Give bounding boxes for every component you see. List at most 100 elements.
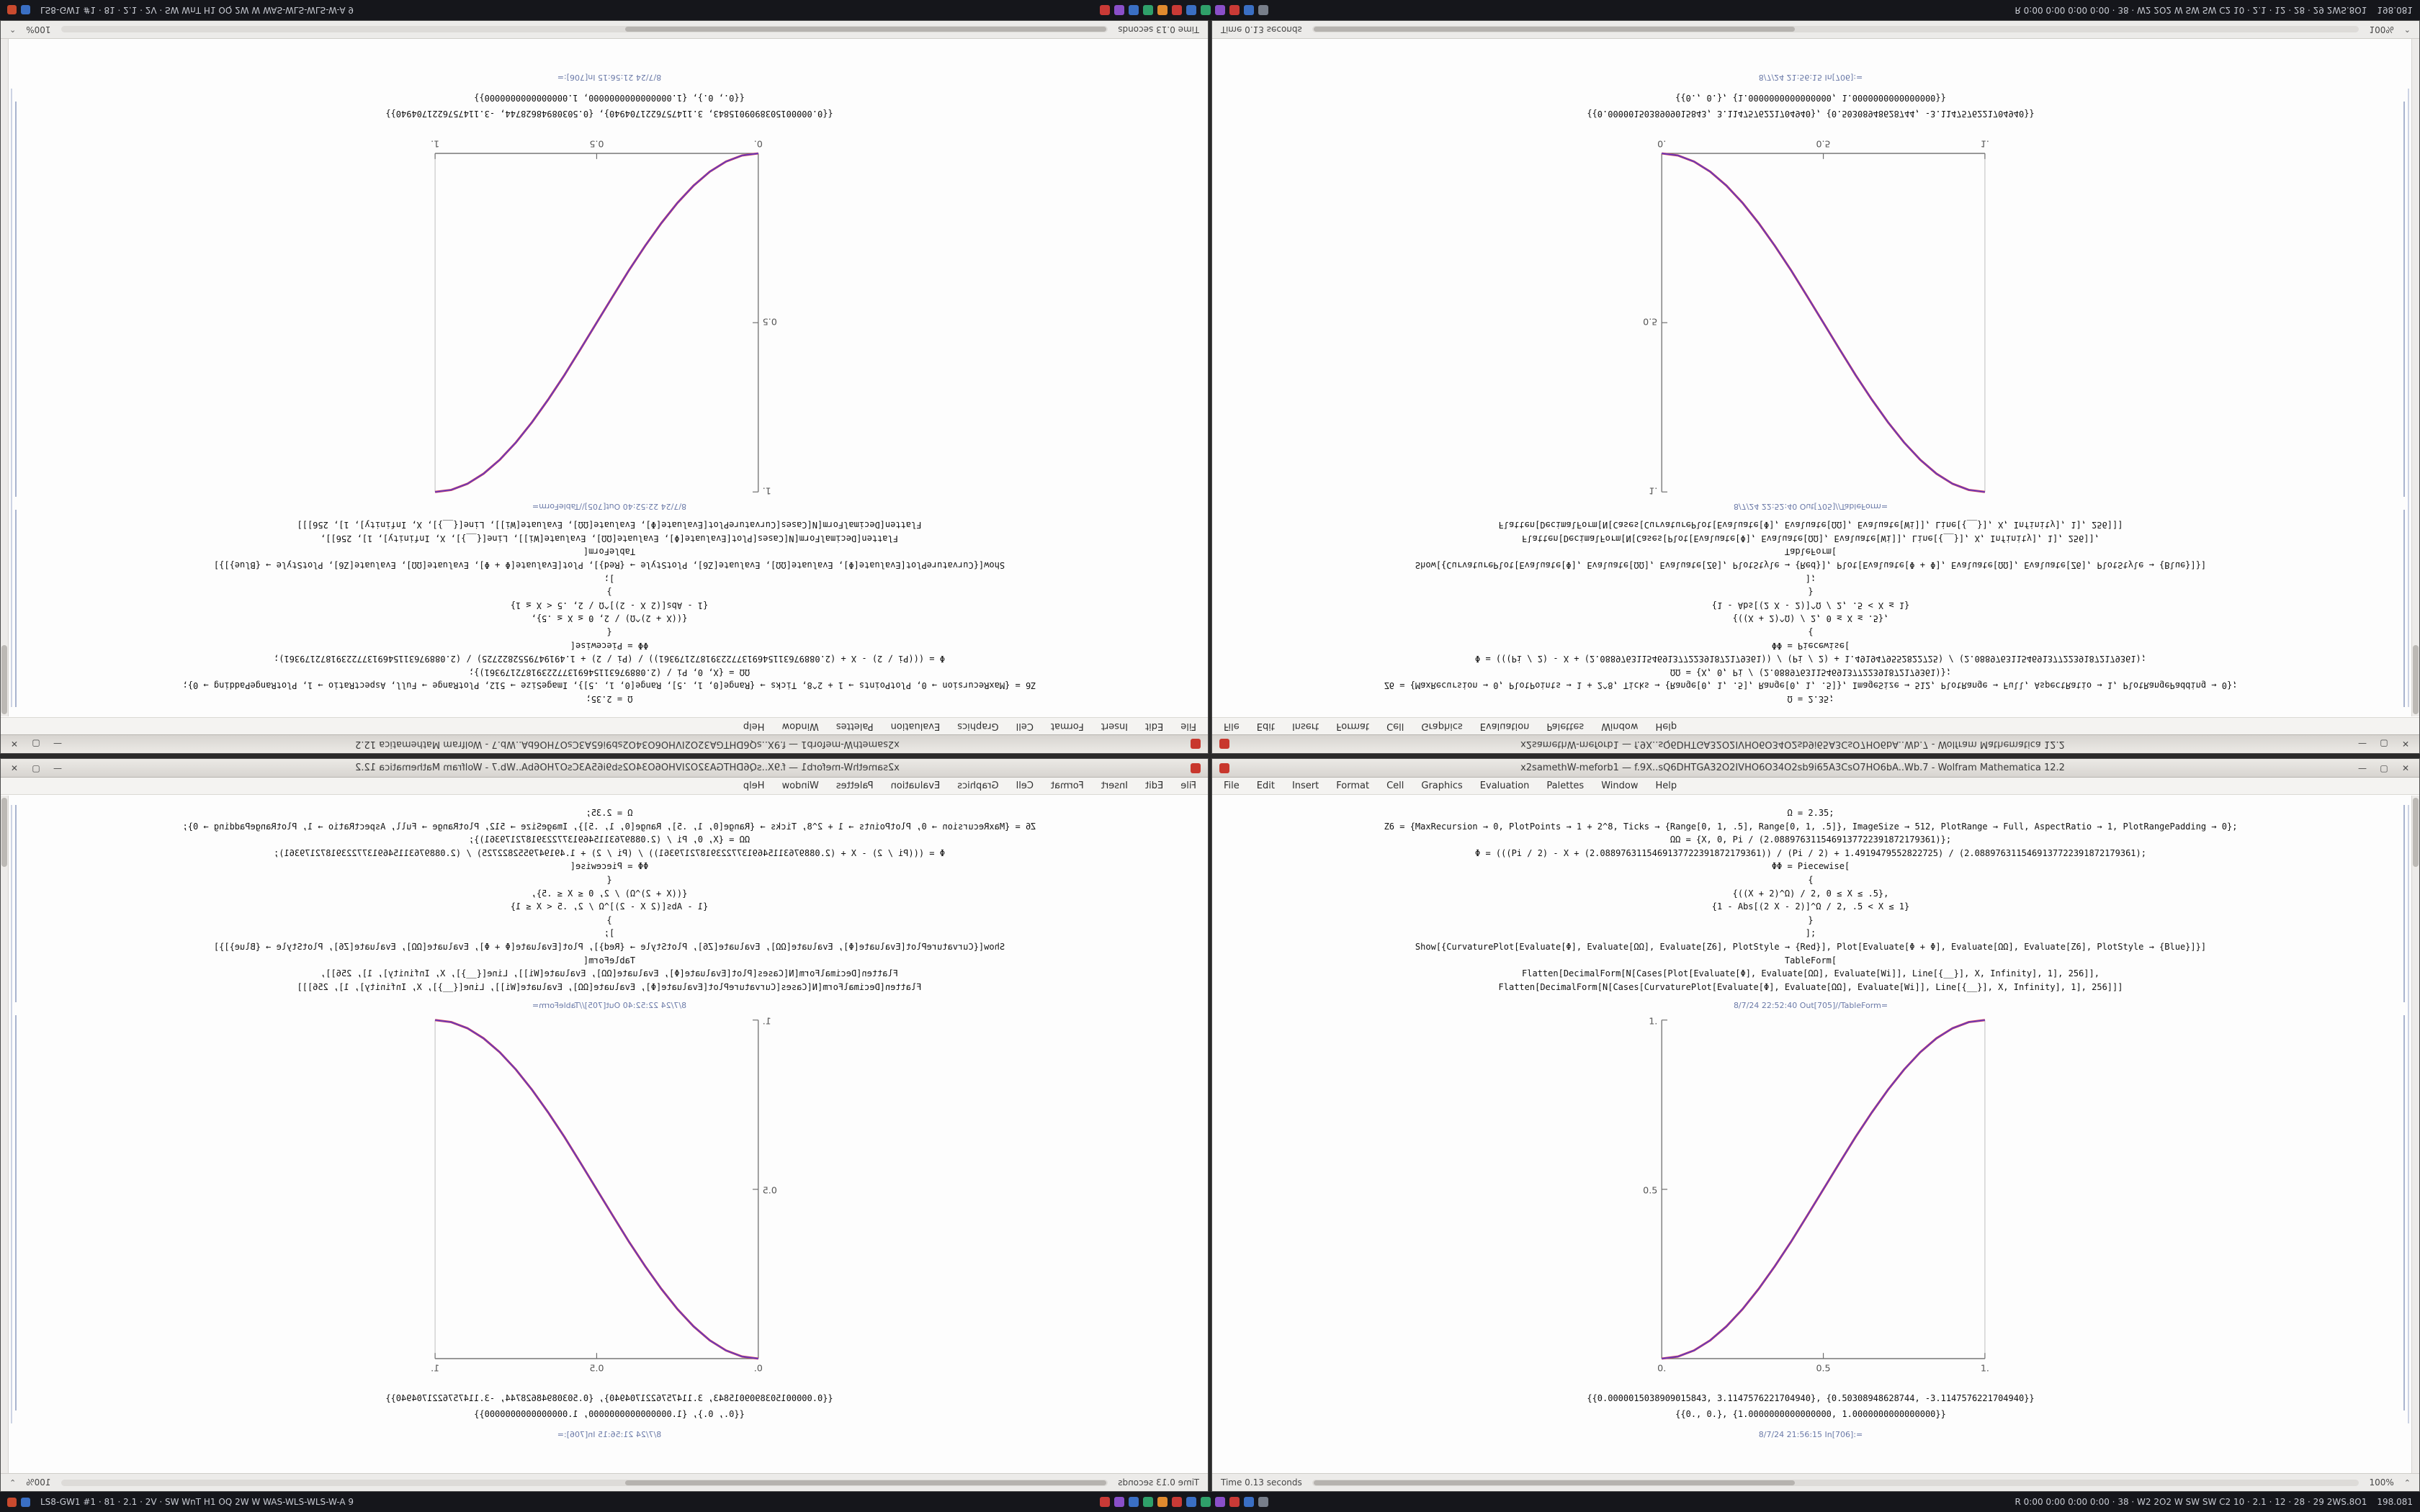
taskbar-app-icon-2[interactable] bbox=[1114, 1497, 1125, 1507]
input-cell[interactable]: Ω = 2.35; Z6 = {MaxRecursion → 0, PlotPoi… bbox=[35, 806, 1183, 994]
maximize-button[interactable]: ▢ bbox=[32, 762, 40, 773]
taskbar-app-icon-11[interactable] bbox=[1244, 1497, 1255, 1507]
menu-item[interactable]: Palettes bbox=[835, 721, 874, 732]
menu-item[interactable]: Graphics bbox=[957, 780, 999, 791]
vertical-scrollbar[interactable] bbox=[1, 796, 9, 1473]
chevron-up-icon[interactable]: ⌃ bbox=[2403, 24, 2411, 35]
menu-item[interactable]: Insert bbox=[1101, 721, 1129, 732]
menu-item[interactable]: Help bbox=[1655, 721, 1677, 732]
taskbar-app-icon-3[interactable] bbox=[1129, 5, 1139, 15]
taskbar-app-icon-4[interactable] bbox=[1143, 1497, 1154, 1507]
menu-item[interactable]: Cell bbox=[1016, 721, 1034, 732]
maximize-button[interactable]: ▢ bbox=[2380, 739, 2388, 750]
menu-item[interactable]: Help bbox=[743, 721, 765, 732]
taskbar-app-icon-3[interactable] bbox=[1129, 1497, 1139, 1507]
menu-item[interactable]: Cell bbox=[1016, 780, 1034, 791]
cell-brackets[interactable] bbox=[2401, 49, 2409, 707]
taskbar-app-icon-8[interactable] bbox=[1201, 1497, 1211, 1507]
workspace-icon[interactable] bbox=[21, 1497, 30, 1507]
window-titlebar[interactable]: x2samethW-meforb1 — f.9X..sQ6DHTGA32O2IV… bbox=[1212, 734, 2419, 753]
vertical-scrollbar[interactable] bbox=[2411, 796, 2419, 1473]
launcher-icon[interactable] bbox=[7, 5, 17, 15]
menu-item[interactable]: Graphics bbox=[1421, 721, 1463, 732]
taskbar-app-icon-9[interactable] bbox=[1215, 5, 1226, 15]
taskbar-app-icon-11[interactable] bbox=[1244, 5, 1255, 15]
close-button[interactable]: ✕ bbox=[10, 762, 19, 773]
taskbar-app-icon-6[interactable] bbox=[1172, 5, 1183, 15]
horizontal-scrollbar-thumb[interactable] bbox=[1313, 1480, 1796, 1485]
vertical-scrollbar-thumb[interactable] bbox=[1, 645, 7, 714]
menu-item[interactable]: Format bbox=[1050, 721, 1084, 732]
taskbar-app-icon-10[interactable] bbox=[1229, 1497, 1240, 1507]
menu-item[interactable]: Insert bbox=[1101, 780, 1129, 791]
menu-item[interactable]: Help bbox=[743, 780, 765, 791]
close-button[interactable]: ✕ bbox=[2401, 739, 2410, 750]
horizontal-scrollbar[interactable] bbox=[1312, 26, 2360, 33]
input-cell[interactable]: Ω = 2.35; Z6 = {MaxRecursion → 0, PlotPoi… bbox=[1237, 518, 2385, 706]
menu-item[interactable]: Graphics bbox=[957, 721, 999, 732]
taskbar-app-icon-8[interactable] bbox=[1201, 5, 1211, 15]
taskbar-app-icon-5[interactable] bbox=[1157, 5, 1168, 15]
window-titlebar[interactable]: x2samethW-meforb1 — f.9X..sQ6DHTGA32O2IV… bbox=[1, 734, 1208, 753]
menu-item[interactable]: File bbox=[1180, 780, 1196, 791]
taskbar-app-icon-7[interactable] bbox=[1186, 1497, 1197, 1507]
menu-item[interactable]: Cell bbox=[1386, 721, 1404, 732]
zoom-level[interactable]: 100% bbox=[2369, 1477, 2394, 1488]
horizontal-scrollbar-thumb[interactable] bbox=[1313, 27, 1796, 32]
menu-item[interactable]: Palettes bbox=[1546, 780, 1585, 791]
taskbar-app-icon-12[interactable] bbox=[1258, 5, 1269, 15]
menu-item[interactable]: Edit bbox=[1256, 780, 1275, 791]
vertical-scrollbar-thumb[interactable] bbox=[1, 798, 7, 867]
taskbar-app-icon-2[interactable] bbox=[1114, 5, 1125, 15]
horizontal-scrollbar[interactable] bbox=[1312, 1479, 2360, 1486]
close-button[interactable]: ✕ bbox=[2401, 762, 2410, 773]
chevron-up-icon[interactable]: ⌃ bbox=[9, 1477, 17, 1488]
taskbar-app-icon-4[interactable] bbox=[1143, 5, 1154, 15]
menu-item[interactable]: Format bbox=[1336, 721, 1370, 732]
menu-item[interactable]: Evaluation bbox=[890, 721, 941, 732]
cell-brackets[interactable] bbox=[11, 805, 19, 1463]
window-titlebar[interactable]: x2samethW-meforb1 — f.9X..sQ6DHTGA32O2IV… bbox=[1, 759, 1208, 778]
menu-item[interactable]: Window bbox=[781, 780, 819, 791]
menu-item[interactable]: Edit bbox=[1145, 721, 1164, 732]
menu-item[interactable]: Window bbox=[781, 721, 819, 732]
menu-item[interactable]: Graphics bbox=[1421, 780, 1463, 791]
taskbar-app-icon-6[interactable] bbox=[1172, 1497, 1183, 1507]
close-button[interactable]: ✕ bbox=[10, 739, 19, 750]
menu-item[interactable]: File bbox=[1224, 721, 1240, 732]
minimize-button[interactable]: — bbox=[53, 762, 62, 773]
horizontal-scrollbar[interactable] bbox=[60, 1479, 1108, 1486]
menu-item[interactable]: Palettes bbox=[835, 780, 874, 791]
menu-item[interactable]: Edit bbox=[1256, 721, 1275, 732]
taskbar-app-icon-9[interactable] bbox=[1215, 1497, 1226, 1507]
zoom-level[interactable]: 100% bbox=[2369, 24, 2394, 35]
input-cell[interactable]: Ω = 2.35; Z6 = {MaxRecursion → 0, PlotPoi… bbox=[35, 518, 1183, 706]
cell-brackets[interactable] bbox=[2401, 805, 2409, 1463]
taskbar-app-icon-5[interactable] bbox=[1157, 1497, 1168, 1507]
taskbar-app-icon-7[interactable] bbox=[1186, 5, 1197, 15]
launcher-icon[interactable] bbox=[7, 1497, 17, 1507]
cell-brackets[interactable] bbox=[11, 49, 19, 707]
menu-item[interactable]: Palettes bbox=[1546, 721, 1585, 732]
menu-item[interactable]: Insert bbox=[1291, 721, 1319, 732]
zoom-level[interactable]: 100% bbox=[26, 1477, 51, 1488]
input-cell[interactable]: Ω = 2.35; Z6 = {MaxRecursion → 0, PlotPoi… bbox=[1237, 806, 2385, 994]
vertical-scrollbar-thumb[interactable] bbox=[2413, 798, 2419, 867]
menu-item[interactable]: Evaluation bbox=[1479, 780, 1530, 791]
horizontal-scrollbar[interactable] bbox=[60, 26, 1108, 33]
maximize-button[interactable]: ▢ bbox=[2380, 762, 2388, 773]
menu-item[interactable]: File bbox=[1180, 721, 1196, 732]
menu-item[interactable]: File bbox=[1224, 780, 1240, 791]
vertical-scrollbar[interactable] bbox=[2411, 39, 2419, 716]
menu-item[interactable]: Cell bbox=[1386, 780, 1404, 791]
menu-item[interactable]: Format bbox=[1050, 780, 1084, 791]
menu-item[interactable]: Window bbox=[1601, 721, 1639, 732]
taskbar-app-icon-10[interactable] bbox=[1229, 5, 1240, 15]
minimize-button[interactable]: — bbox=[2358, 762, 2367, 773]
chevron-up-icon[interactable]: ⌃ bbox=[2403, 1477, 2411, 1488]
menu-item[interactable]: Help bbox=[1655, 780, 1677, 791]
minimize-button[interactable]: — bbox=[53, 739, 62, 750]
horizontal-scrollbar-thumb[interactable] bbox=[624, 1480, 1107, 1485]
taskbar-app-icon-1[interactable] bbox=[1100, 1497, 1111, 1507]
taskbar-app-icon-1[interactable] bbox=[1100, 5, 1111, 15]
